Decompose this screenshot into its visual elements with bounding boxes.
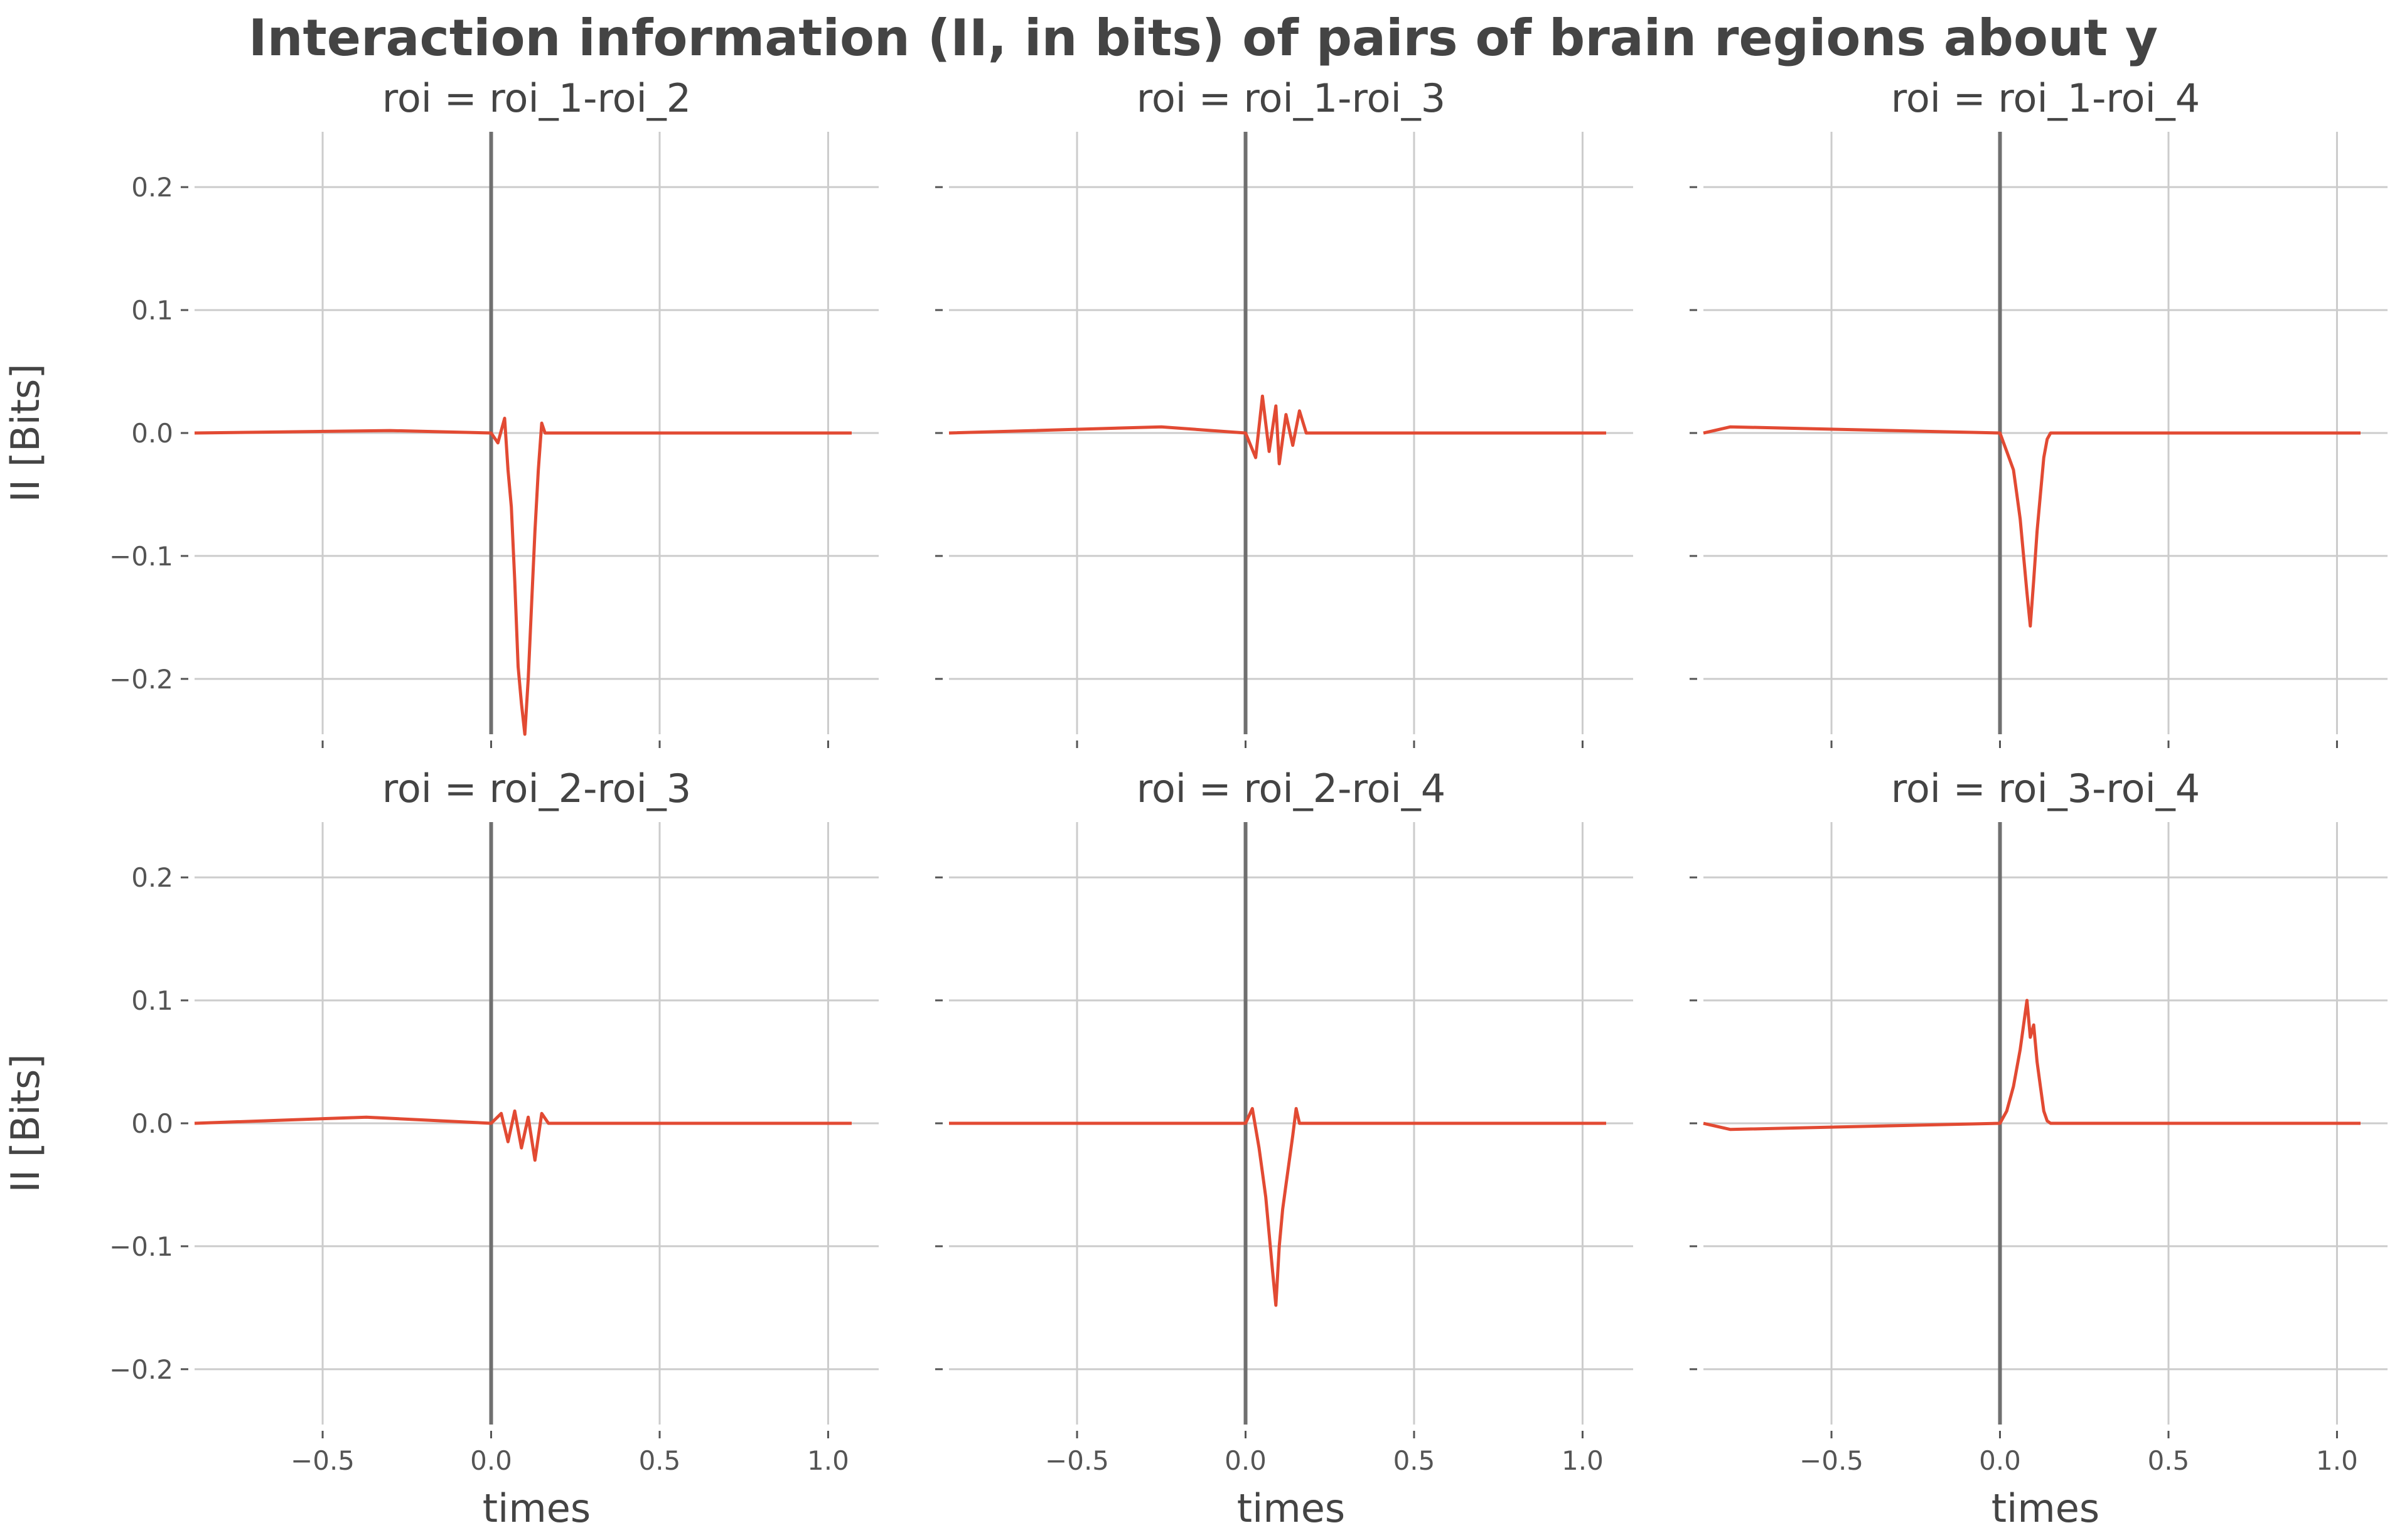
x-tick-label: 0.5	[639, 1445, 681, 1476]
y-tick-label: 0.0	[131, 1108, 173, 1139]
y-tick-label: 0.2	[131, 862, 173, 893]
subplot-title: roi = roi_1-roi_4	[1891, 75, 2201, 121]
x-axis-label: times	[1992, 1485, 2099, 1531]
x-tick-label: 0.0	[1979, 1445, 2021, 1476]
y-tick-label: −0.2	[109, 1354, 173, 1385]
x-axis-label: times	[483, 1485, 591, 1531]
subplot-title: roi = roi_1-roi_3	[1137, 75, 1446, 121]
x-tick-label: 1.0	[2316, 1445, 2358, 1476]
series-line	[949, 1107, 1606, 1307]
x-tick-label: 1.0	[807, 1445, 849, 1476]
x-tick-label: 0.0	[470, 1445, 512, 1476]
x-tick-label: −0.5	[1799, 1445, 1863, 1476]
series-line	[1703, 425, 2361, 628]
subplot-title: roi = roi_3-roi_4	[1891, 766, 2201, 811]
subplot-1: 0.2 0.1 0.0 −0.1 −0.2 roi = roi_1-roi_2 II [Bi…	[3, 75, 879, 748]
y-tick-label: 0.1	[131, 295, 173, 326]
subplot-2: roi = roi_1-roi_3	[935, 75, 1633, 748]
y-tick-label: −0.1	[109, 1231, 173, 1262]
x-tick-label: −0.5	[1045, 1445, 1109, 1476]
y-tick-label: 0.0	[131, 418, 173, 449]
x-tick-label: 1.0	[1562, 1445, 1604, 1476]
x-tick-label: −0.5	[291, 1445, 355, 1476]
subplot-title: roi = roi_2-roi_4	[1137, 766, 1446, 811]
subplot-title: roi = roi_1-roi_2	[382, 75, 692, 121]
series-line	[194, 417, 852, 736]
y-axis-label: II [Bits]	[3, 363, 48, 502]
series-line	[948, 394, 1606, 466]
subplot-title: roi = roi_2-roi_3	[382, 766, 692, 811]
x-axis-label: times	[1237, 1485, 1345, 1531]
panels: 0.2 0.1 0.0 −0.1 −0.2 roi = roi_1-roi_2 II [Bi…	[3, 75, 2388, 1531]
y-axis-label: II [Bits]	[3, 1054, 48, 1192]
x-tick-label: 0.5	[2148, 1445, 2190, 1476]
subplot-4: 0.2 0.1 0.0 −0.1 −0.2 −0.5 0.0 0.5 1.0 roi = roi_…	[3, 766, 879, 1531]
series-line	[1703, 998, 2361, 1131]
subplot-3: roi = roi_1-roi_4	[1690, 75, 2388, 748]
x-tick-label: 0.0	[1225, 1445, 1267, 1476]
y-tick-label: 0.1	[131, 985, 173, 1016]
y-tick-label: −0.2	[109, 664, 173, 695]
y-tick-label: −0.1	[109, 541, 173, 572]
series-line	[194, 1109, 852, 1162]
y-tick-label: 0.2	[131, 172, 173, 203]
x-tick-label: 0.5	[1393, 1445, 1435, 1476]
figure-title: Interaction information (II, in bits) of…	[249, 9, 2158, 67]
